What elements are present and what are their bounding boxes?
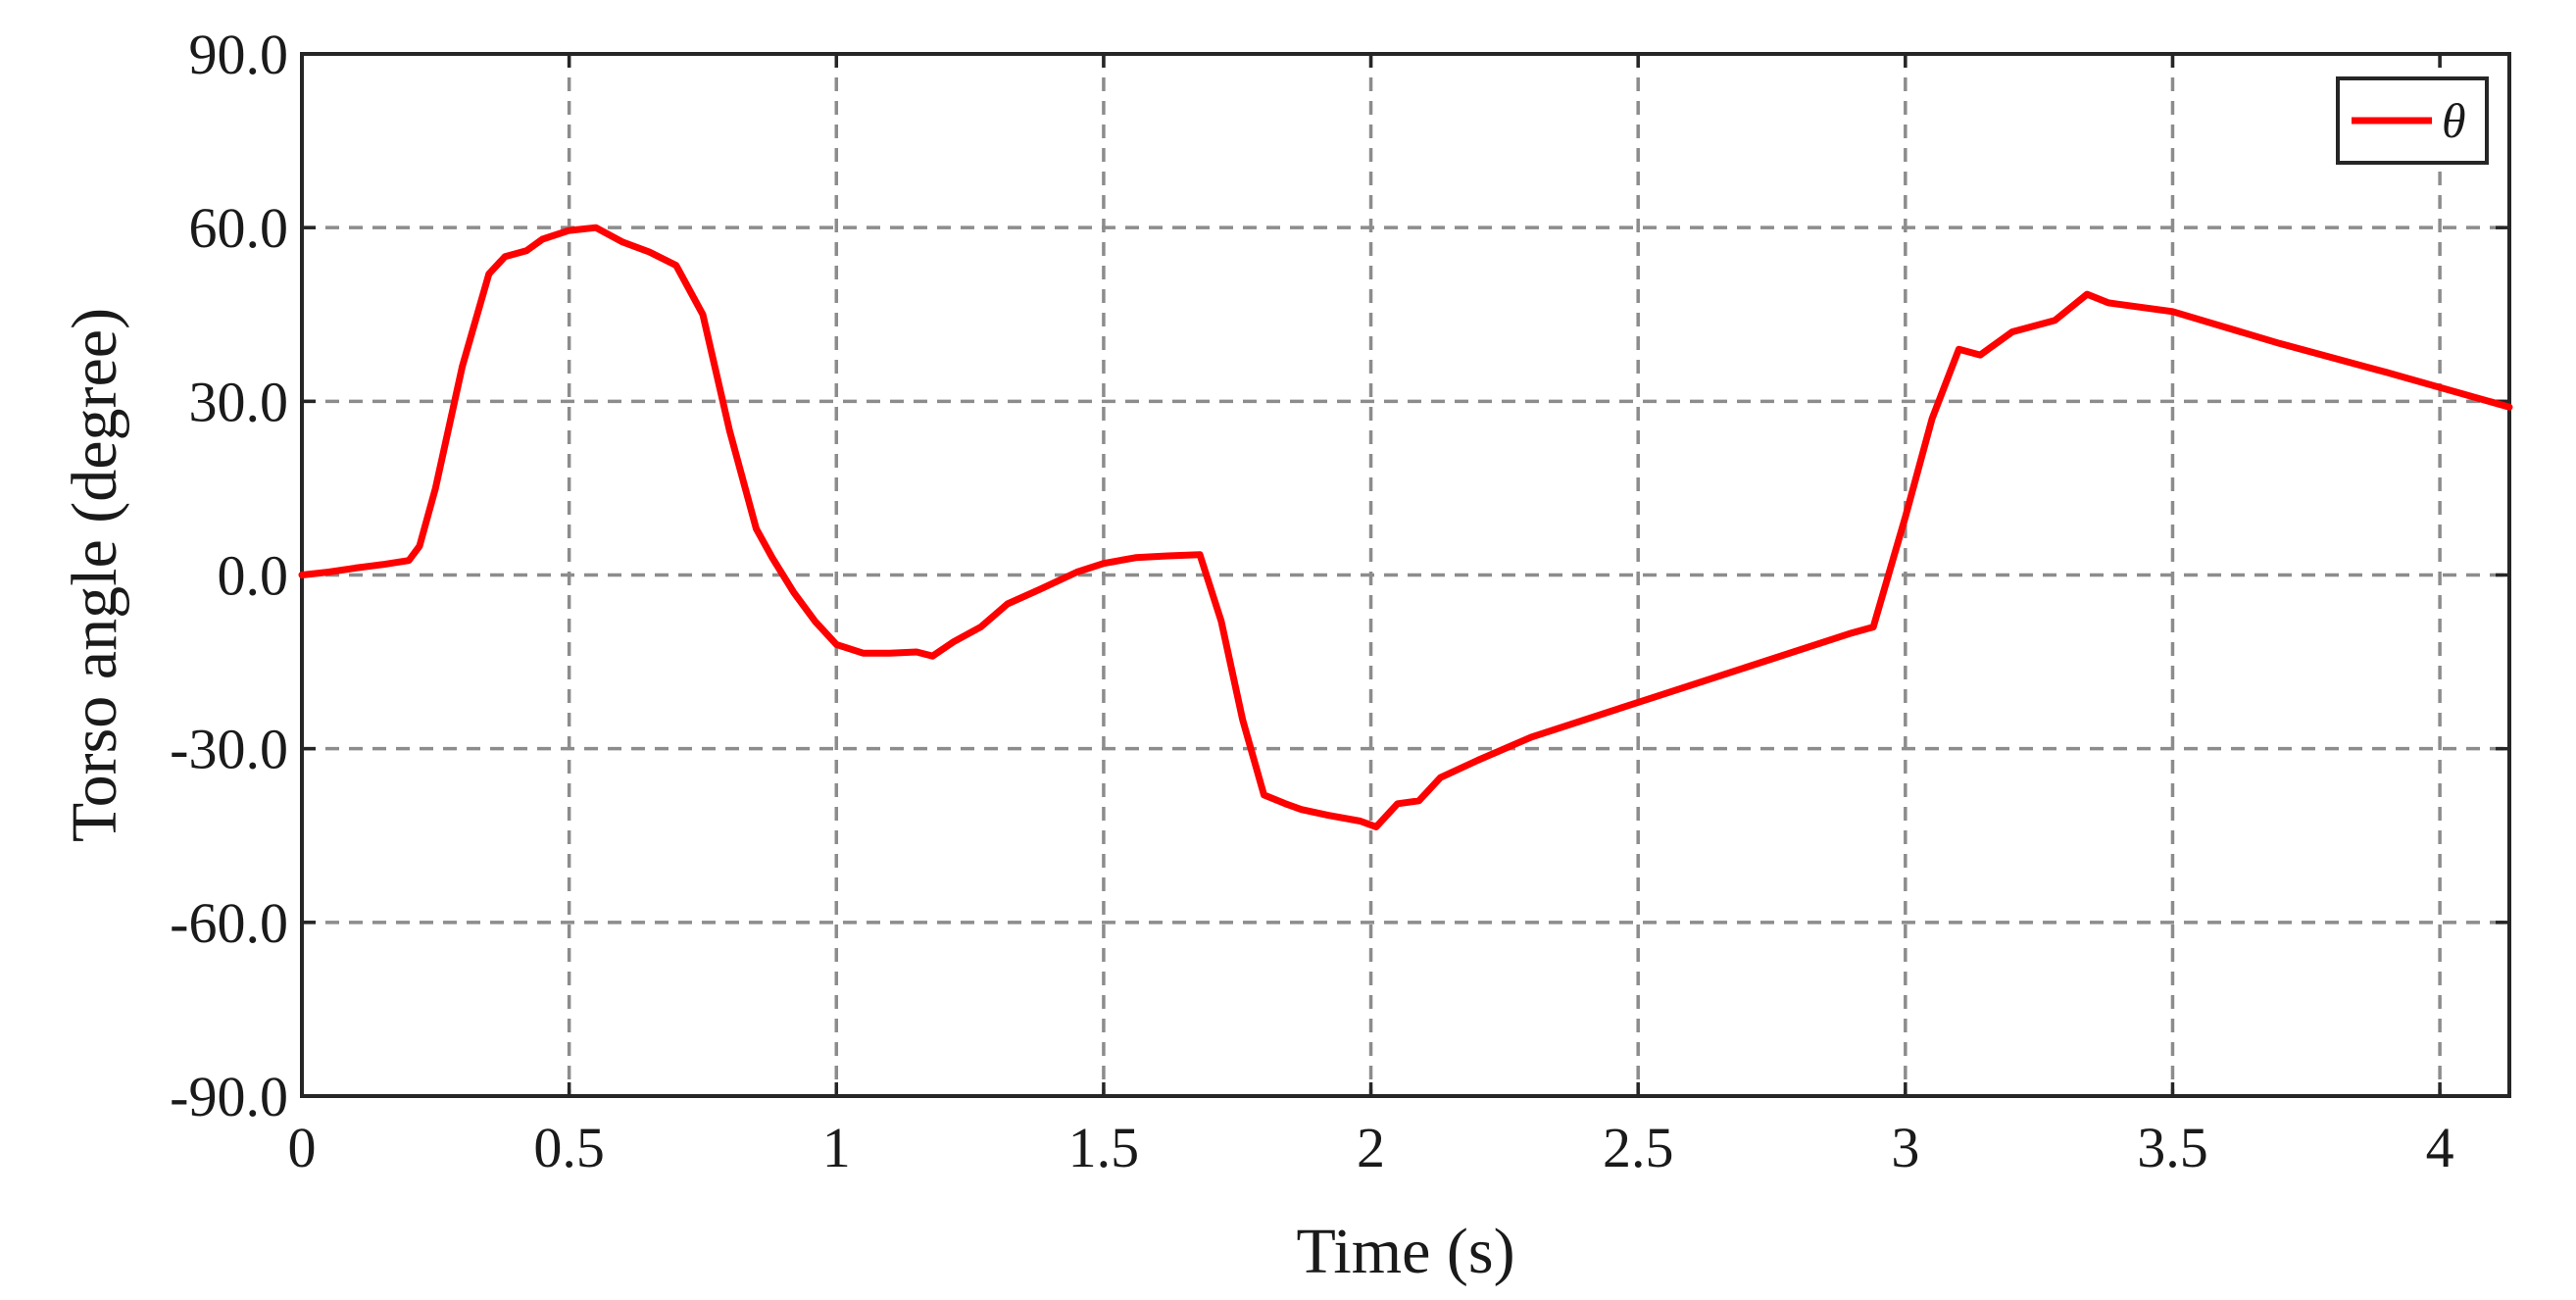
- x-tick-label: 3.5: [2137, 1116, 2208, 1179]
- y-axis-ticks: 90.0 60.0 30.0 0.0 -30.0 -60.0 -90.0: [170, 23, 2509, 1128]
- y-tick-label: -60.0: [170, 891, 288, 955]
- x-axis-title: Time (s): [1296, 1216, 1514, 1287]
- x-tick-label: 2: [1357, 1116, 1385, 1179]
- y-tick-label: 30.0: [189, 370, 289, 433]
- x-tick-label: 0: [288, 1116, 317, 1179]
- grid-lines: [302, 54, 2509, 1096]
- y-tick-label: 90.0: [189, 23, 289, 86]
- x-tick-label: 0.5: [533, 1116, 605, 1179]
- y-tick-label: -30.0: [170, 718, 288, 781]
- x-tick-label: 1.5: [1068, 1116, 1140, 1179]
- y-tick-label: -90.0: [170, 1065, 288, 1128]
- x-tick-label: 3: [1891, 1116, 1919, 1179]
- y-tick-label: 0.0: [218, 544, 289, 608]
- legend: θ: [2336, 76, 2489, 165]
- legend-label: θ: [2442, 93, 2466, 148]
- series-line: [298, 224, 2513, 830]
- x-tick-label: 2.5: [1603, 1116, 1674, 1179]
- x-axis-ticks: 0 0.5 1 1.5 2 2.5 3 3.5 4: [288, 54, 2454, 1179]
- y-tick-label: 60.0: [189, 196, 289, 260]
- series-lines: [298, 224, 2513, 830]
- x-tick-label: 4: [2426, 1116, 2454, 1179]
- x-tick-label: 1: [822, 1116, 851, 1179]
- y-axis-title: Torso angle (degree): [59, 308, 130, 842]
